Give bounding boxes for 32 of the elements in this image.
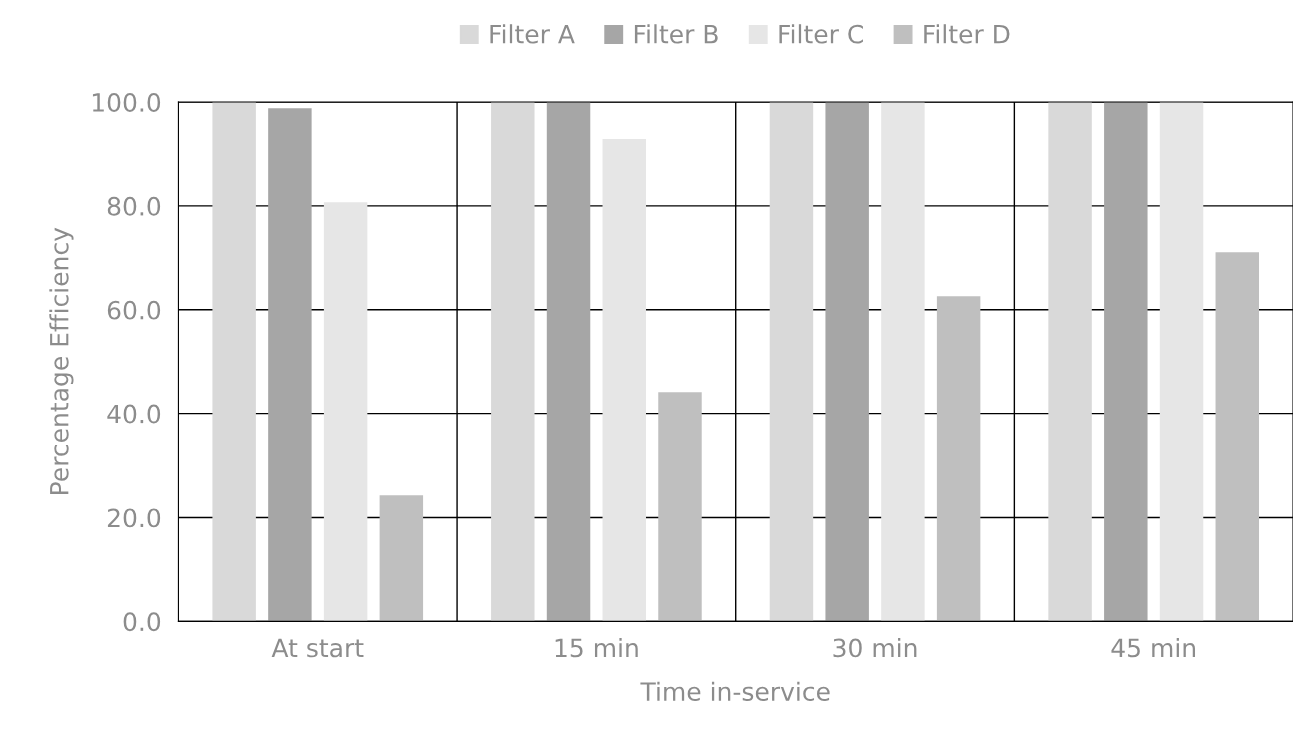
bar: [881, 102, 925, 622]
legend-label: Filter A: [490, 24, 575, 44]
y-tick-label: 0.0: [123, 612, 161, 632]
y-tick-label: 100.0: [92, 93, 161, 112]
x-axis-title: Time in-service: [640, 681, 830, 701]
x-tick-label: 30 min: [833, 638, 917, 658]
bar: [323, 202, 368, 622]
x-tick-label: At start: [271, 638, 364, 658]
bar: [658, 392, 702, 622]
bar: [936, 296, 981, 622]
bar: [379, 495, 424, 622]
bar: [602, 138, 646, 622]
x-tick-label: 45 min: [1111, 638, 1196, 658]
bar: [769, 102, 814, 622]
legend-label: Filter C: [779, 24, 863, 44]
y-tick-label: 80.0: [107, 196, 161, 216]
y-axis-title: Percentage Efficiency: [49, 227, 74, 494]
legend-label: Filter D: [924, 24, 1010, 44]
bar: [1215, 252, 1260, 622]
y-tick-label: 20.0: [107, 508, 161, 528]
bar: [212, 102, 256, 622]
x-tick-label: 15 min: [555, 638, 638, 658]
bar: [1104, 102, 1148, 622]
bar: [1159, 102, 1204, 622]
bar: [268, 108, 312, 622]
y-tick-label: 40.0: [107, 404, 161, 424]
bar: [491, 102, 535, 622]
legend-label: Filter B: [634, 24, 718, 44]
bar: [825, 102, 869, 622]
y-tick-label: 60.0: [107, 300, 161, 320]
bar: [546, 102, 591, 622]
bar: [1048, 102, 1092, 622]
